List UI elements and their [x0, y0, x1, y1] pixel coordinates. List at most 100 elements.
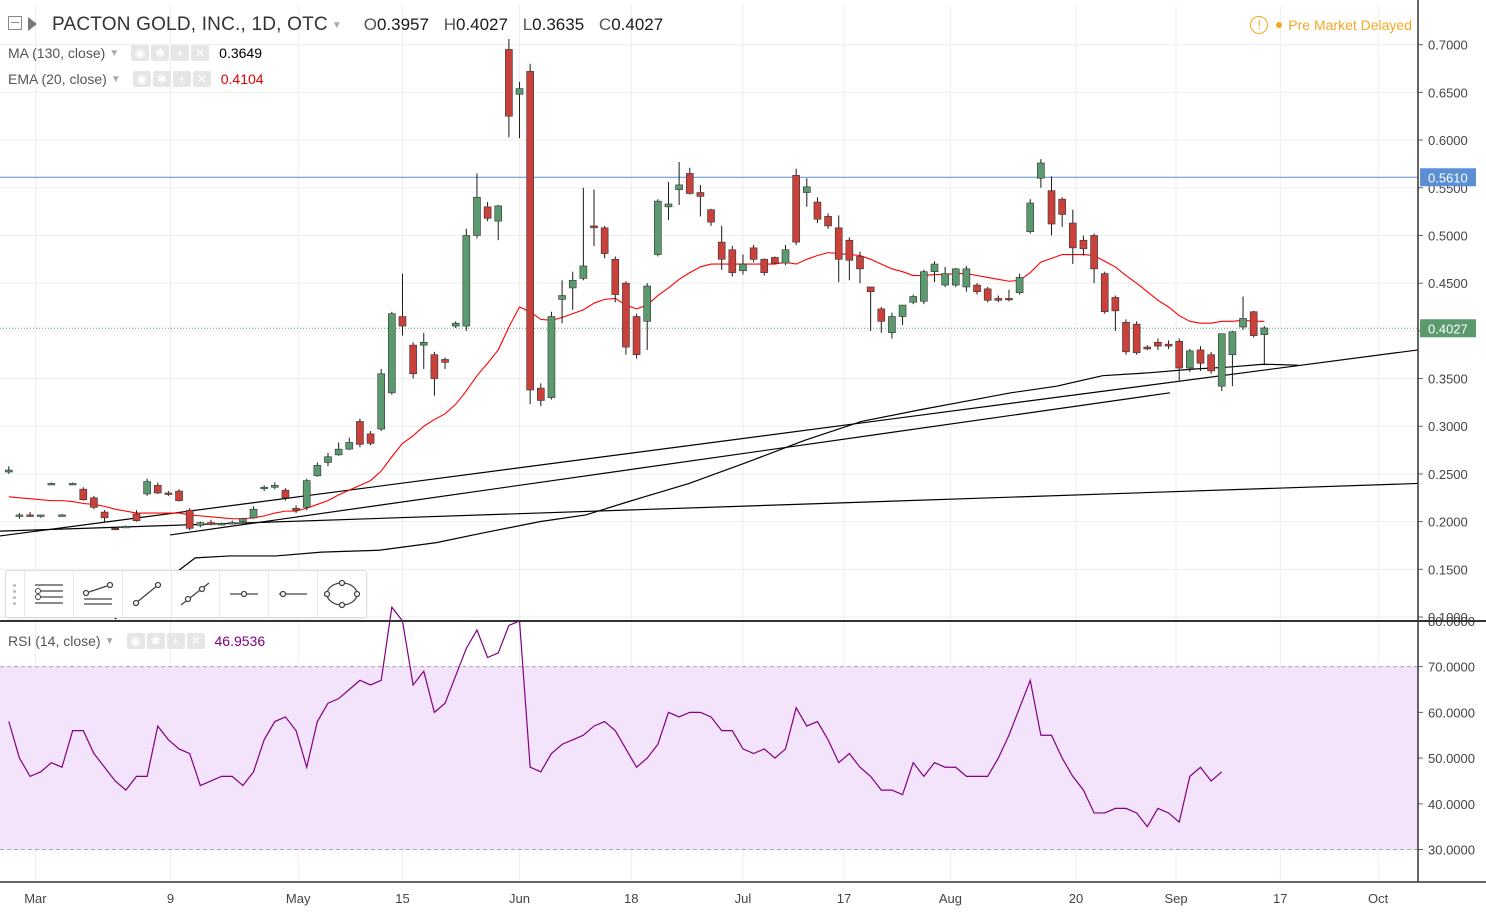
legend-ema[interactable]: EMA (20, close) ▼ ◉ ✱ + ✕ 0.4104	[8, 71, 264, 87]
chevron-down-icon[interactable]: ▼	[104, 635, 115, 647]
price-axes[interactable]: 0.70000.65000.60000.55000.50000.45000.40…	[0, 0, 1486, 883]
eye-icon[interactable]: ◉	[132, 71, 151, 87]
candle-body	[473, 196, 481, 236]
gear-icon[interactable]: ✱	[151, 45, 170, 61]
price-level-tag	[1420, 319, 1476, 338]
candle	[377, 368, 386, 431]
candle-body	[1228, 331, 1237, 355]
candle-body	[888, 316, 896, 334]
candle	[388, 311, 396, 395]
trend-line-icon[interactable]	[121, 571, 171, 617]
rsi-tick-label: 70.0000	[1428, 660, 1475, 675]
horizontal-line-icon[interactable]	[268, 571, 317, 617]
candle-body	[1132, 323, 1141, 354]
y-tick-label: 0.6000	[1428, 133, 1468, 148]
add-icon[interactable]: +	[171, 45, 190, 61]
x-tick-label: 18	[624, 891, 638, 906]
candle-body	[334, 448, 343, 456]
candle	[345, 437, 354, 451]
candle-body	[430, 354, 439, 379]
candle-body	[313, 465, 322, 477]
candle-body	[356, 421, 364, 445]
eye-icon[interactable]: ◉	[126, 633, 145, 649]
low-value: 0.3635	[532, 15, 585, 34]
candle	[1015, 273, 1024, 295]
price-level-tag-label: 0.5610	[1428, 170, 1468, 185]
close-icon[interactable]: ✕	[191, 45, 210, 61]
candle-body	[920, 271, 928, 302]
x-tick-label: Jun	[509, 891, 530, 906]
close-icon[interactable]: ✕	[186, 633, 205, 649]
x-tick-label: 17	[837, 891, 851, 906]
candle	[845, 237, 854, 281]
drag-handle-icon[interactable]	[6, 571, 24, 617]
chevron-down-icon[interactable]: ▼	[109, 47, 120, 59]
y-tick-label: 0.1500	[1428, 562, 1468, 577]
candle	[68, 482, 77, 486]
candle-body	[515, 88, 524, 95]
candle-body	[813, 201, 822, 220]
candle-body	[675, 184, 683, 190]
symbol-title[interactable]: PACTON GOLD, INC., 1D, OTC	[52, 14, 328, 35]
candle	[47, 482, 56, 486]
add-icon[interactable]: +	[166, 633, 185, 649]
candle-body	[643, 285, 652, 322]
candle-body	[1047, 190, 1056, 225]
horizontal-ray-icon[interactable]	[219, 571, 268, 617]
extended-line-icon[interactable]	[170, 571, 220, 617]
chevron-down-icon[interactable]: ▼	[331, 19, 342, 31]
candle	[281, 488, 290, 501]
candle-body	[15, 514, 24, 517]
parallel-channel-icon[interactable]	[72, 571, 122, 617]
candle	[579, 187, 588, 281]
collapse-legend-button[interactable]	[8, 16, 22, 30]
legend-ma[interactable]: MA (130, close) ▼ ◉ ✱ + ✕ 0.3649	[8, 45, 262, 61]
eye-icon[interactable]: ◉	[131, 45, 150, 61]
candle-body	[1100, 273, 1109, 313]
candle-body	[632, 316, 641, 355]
candle-body	[345, 442, 354, 450]
ohlc-values: O0.3957 H0.4027 L0.3635 C0.4027	[364, 15, 673, 35]
horizontal-lines-icon[interactable]	[23, 571, 73, 617]
time-axis[interactable]: Mar 9 May 15 Jun 18 Jul 17 Aug 20 Sep 17 Oct	[24, 891, 1388, 906]
x-tick-label: May	[286, 891, 311, 906]
ema-value: 0.4104	[220, 71, 264, 87]
chevron-down-icon[interactable]: ▼	[110, 73, 121, 85]
price-level-tag-label: 0.4027	[1428, 321, 1468, 336]
candle	[781, 244, 790, 266]
trend-lines[interactable]	[0, 349, 1419, 537]
candle-body	[451, 322, 460, 327]
candle-body	[505, 49, 513, 117]
add-icon[interactable]: +	[172, 71, 191, 87]
ema-20-line	[8, 252, 1265, 520]
gear-icon[interactable]: ✱	[152, 71, 171, 87]
candle	[877, 306, 886, 333]
candle-body	[973, 284, 981, 293]
candle-body	[728, 249, 737, 273]
market-status[interactable]: ! Pre Market Delayed	[1250, 16, 1412, 34]
horizontal-levels[interactable]	[0, 176, 1418, 329]
candle	[1026, 199, 1035, 234]
close-icon[interactable]: ✕	[192, 71, 211, 87]
candle-body	[526, 71, 534, 391]
candle-body	[717, 241, 726, 260]
rsi-band-fill	[0, 666, 1418, 850]
y-tick-label: 0.7000	[1428, 38, 1468, 53]
candle-body	[441, 359, 449, 363]
legend-rsi[interactable]: RSI (14, close) ▼ ◉ ✱ + ✕ 46.9536	[8, 633, 265, 649]
candle	[302, 478, 311, 511]
candle	[1207, 351, 1215, 374]
candle	[590, 189, 598, 246]
candle	[419, 332, 428, 369]
rsi-tick-label: 30.0000	[1428, 843, 1475, 858]
candle-body	[547, 316, 556, 398]
candle-body	[1154, 341, 1162, 347]
candle-body	[749, 247, 758, 260]
gear-icon[interactable]: ✱	[146, 633, 165, 649]
candle	[356, 418, 364, 448]
candle	[1100, 271, 1109, 314]
candle	[79, 487, 88, 501]
ellipse-icon[interactable]	[317, 571, 366, 617]
candle	[175, 489, 183, 502]
